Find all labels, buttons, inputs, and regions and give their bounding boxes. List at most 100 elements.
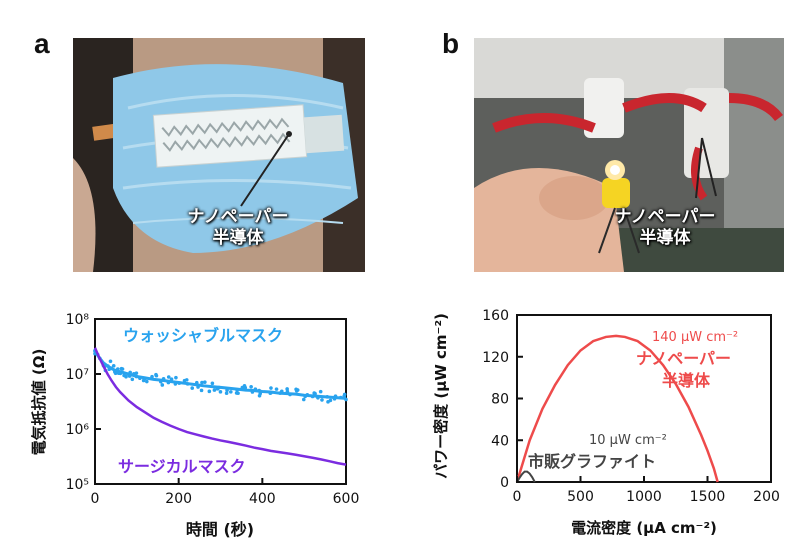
x-tick-label: 200 xyxy=(165,491,192,507)
data-point-washable xyxy=(210,381,215,386)
data-point-washable xyxy=(134,374,139,379)
data-point-washable xyxy=(215,387,220,391)
data-point-washable xyxy=(333,394,338,398)
y-axis-label: パワー密度 (μW cm⁻²) xyxy=(432,313,450,479)
data-point-washable xyxy=(224,391,229,396)
y-tick-label: 10⁷ xyxy=(66,367,89,383)
data-point-washable xyxy=(344,397,348,402)
data-point-washable xyxy=(160,383,165,387)
data-point-washable xyxy=(313,391,317,396)
photo-b-caption-line2: 半導体 xyxy=(639,228,691,248)
data-point-washable xyxy=(279,389,284,394)
data-point-washable xyxy=(207,389,212,394)
data-point-washable xyxy=(113,371,118,376)
data-point-washable xyxy=(199,388,204,393)
data-point-washable xyxy=(301,397,306,402)
photo-b-caption: ナノペーパー 半導体 xyxy=(600,207,730,249)
data-point-washable xyxy=(325,395,330,399)
chart-power: 0 40 80 120 160 0 500 1000 1500 2000 140 μW cm⁻²… xyxy=(432,308,780,537)
data-point-washable xyxy=(145,379,149,384)
data-point-washable xyxy=(161,377,166,381)
data-point-washable xyxy=(310,394,315,399)
data-point-washable xyxy=(106,364,110,368)
y-tick-label: 10⁶ xyxy=(66,422,90,438)
data-point-washable xyxy=(173,382,178,386)
data-point-washable xyxy=(229,390,233,394)
data-point-washable xyxy=(194,380,199,385)
panel-label-b: b xyxy=(442,28,460,59)
data-point-washable xyxy=(250,390,255,394)
data-point-washable xyxy=(158,379,163,384)
data-point-washable xyxy=(138,376,142,381)
y-tick-label: 10⁵ xyxy=(66,477,89,493)
data-point-washable xyxy=(128,370,132,375)
data-point-washable xyxy=(342,392,347,397)
data-point-washable xyxy=(218,390,223,394)
data-point-washable xyxy=(150,374,154,379)
data-point-washable xyxy=(115,367,120,371)
data-point-washable xyxy=(203,380,207,384)
data-point-washable xyxy=(225,388,229,393)
y-tick-label: 80 xyxy=(491,392,509,408)
data-point-washable xyxy=(303,394,307,399)
y-axis-label: 電気抵抗値 (Ω) xyxy=(30,349,48,456)
series-label-commercial: 市販グラファイト xyxy=(528,452,656,471)
series-label-surgical: サージカルマスク xyxy=(118,457,246,476)
data-point-washable xyxy=(130,377,135,382)
data-point-washable xyxy=(285,387,289,391)
data-point-washable xyxy=(285,389,290,394)
data-point-washable xyxy=(111,364,116,368)
photo-led xyxy=(474,38,784,272)
data-point-washable xyxy=(320,398,324,402)
x-tick-label: 500 xyxy=(567,489,594,505)
data-point-washable xyxy=(288,392,292,397)
x-axis-label: 時間 (秒) xyxy=(186,520,254,539)
data-point-washable xyxy=(174,375,178,380)
data-point-washable xyxy=(108,359,113,364)
x-tick-label: 0 xyxy=(513,489,522,505)
data-point-washable xyxy=(269,391,273,395)
data-point-washable xyxy=(190,386,195,390)
x-tick-label: 1500 xyxy=(690,489,726,505)
series-line-surgical xyxy=(93,347,347,466)
data-point-washable xyxy=(326,400,330,404)
data-point-washable xyxy=(166,375,171,379)
x-tick-label: 1000 xyxy=(626,489,662,505)
photo-a-caption-line1: ナノペーパー xyxy=(187,207,289,227)
series-label-washable: ウォッシャブルマスク xyxy=(123,326,283,345)
panel-label-a: a xyxy=(34,28,50,59)
data-point-washable xyxy=(274,387,279,391)
data-point-washable xyxy=(258,391,263,396)
data-point-washable xyxy=(185,382,190,386)
data-point-washable xyxy=(249,384,253,389)
data-point-washable xyxy=(338,395,343,400)
data-point-washable xyxy=(166,380,171,385)
plot-frame xyxy=(94,318,347,485)
peak-annotation-commercial: 10 μW cm⁻² xyxy=(589,433,667,448)
x-tick-label: 0 xyxy=(91,491,100,507)
data-point-washable xyxy=(120,367,125,371)
data-point-washable xyxy=(269,386,273,390)
y-tick-label: 120 xyxy=(482,350,509,366)
data-point-washable xyxy=(294,389,299,393)
x-axis-label: 電流密度 (μA cm⁻²) xyxy=(571,519,717,537)
data-point-washable xyxy=(316,395,320,400)
data-point-washable xyxy=(253,387,258,391)
data-point-washable xyxy=(124,374,128,379)
data-point-washable xyxy=(234,391,239,395)
data-point-washable xyxy=(141,378,146,383)
series-label-nanopaper-line2: 半導体 xyxy=(662,371,711,390)
data-point-washable xyxy=(134,371,139,375)
y-tick-label: 40 xyxy=(491,433,509,449)
data-point-washable xyxy=(200,380,204,385)
photo-b-caption-line1: ナノペーパー xyxy=(614,207,716,227)
data-point-washable xyxy=(177,381,182,385)
y-tick-label: 10⁸ xyxy=(66,312,90,328)
data-point-washable xyxy=(235,388,239,392)
data-point-washable xyxy=(117,371,121,376)
x-tick-label: 600 xyxy=(333,491,360,507)
data-point-washable xyxy=(127,374,132,378)
x-tick-label: 400 xyxy=(249,491,276,507)
series-label-nanopaper-line1: ナノペーパー xyxy=(636,349,731,368)
series-line-commercial xyxy=(516,470,536,483)
